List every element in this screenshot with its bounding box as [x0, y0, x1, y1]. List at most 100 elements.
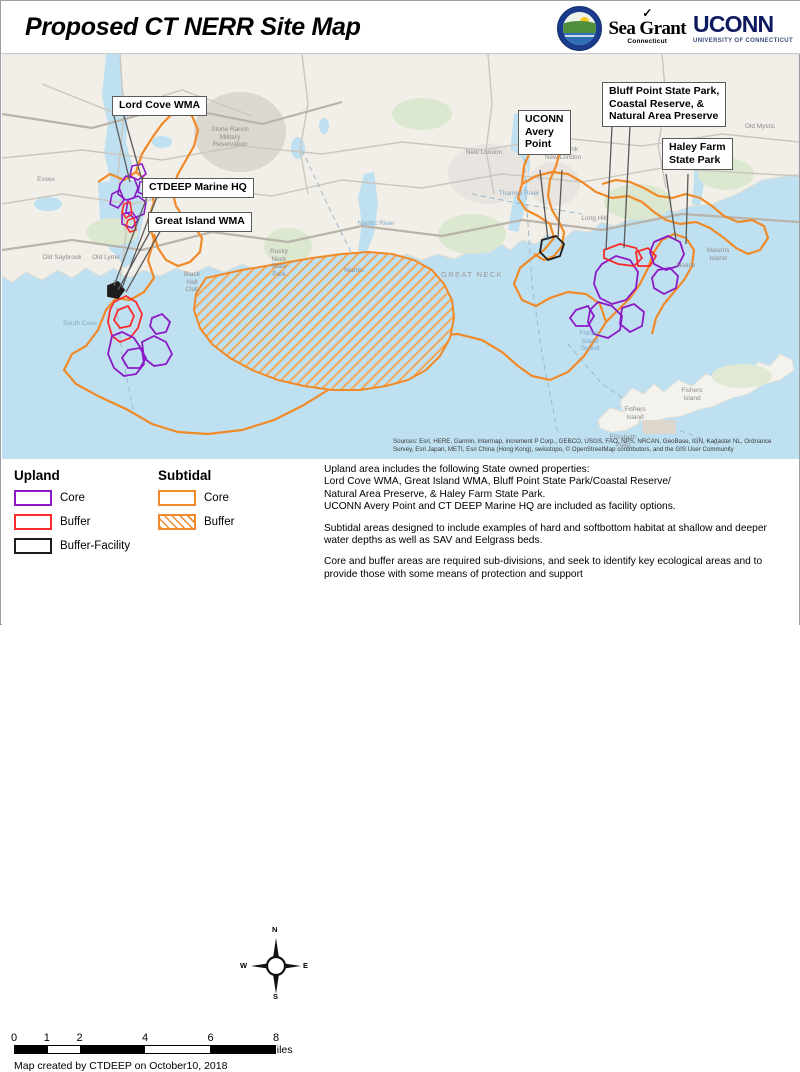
scale-bar-ticks: 0 1 2 4 6 8	[10, 1032, 280, 1045]
callout-ctdeep-marine-hq[interactable]: CTDEEP Marine HQ	[142, 178, 254, 198]
bottom-panel: Upland Subtidal Core Buffer Buffer-Facil…	[2, 460, 799, 1072]
map-label: South Cove	[63, 320, 97, 327]
upland-great-island	[107, 280, 174, 377]
scale-bar-units: Miles	[268, 1044, 293, 1056]
legend-item-subtidal-core: Core	[158, 490, 229, 506]
sea-grant-subtitle: Connecticut	[627, 38, 668, 46]
map-credit: Map created by CTDEEP on October10, 2018	[14, 1060, 228, 1072]
compass-label-east: E	[303, 961, 309, 970]
compass-label-south: S	[273, 992, 279, 1001]
green-patch-d	[604, 184, 672, 220]
map-attribution: Sources: Esri, HERE, Garmin, Intermap, i…	[393, 437, 772, 453]
description-paragraph: Core and buffer areas are required sub-d…	[324, 556, 763, 580]
map-label: Niantic River	[357, 220, 395, 227]
scale-tick-label: 6	[207, 1032, 214, 1044]
map-label: New London	[465, 149, 503, 156]
sea-grant-logo: ✓ Sea Grant Connecticut	[608, 6, 687, 47]
subtidal-buffer-label: Buffer	[204, 516, 235, 528]
upland-core-swatch	[14, 490, 52, 506]
urban-elizabeth-field	[642, 420, 676, 434]
legend-item-upland-buffer: Buffer	[14, 514, 90, 530]
map-label: Fishers Island	[624, 406, 646, 421]
upland-buffer-swatch	[14, 514, 52, 530]
map-label: Noank	[676, 262, 696, 269]
water-pond-c	[291, 137, 305, 159]
callout-lord-cove-wma[interactable]: Lord Cove WMA	[112, 96, 208, 116]
upland-buffer-facility-swatch	[14, 538, 52, 554]
green-fishers	[712, 364, 772, 388]
subtidal-core-boundary	[62, 170, 770, 436]
green-patch-b	[392, 98, 452, 130]
description-paragraph: Subtidal areas designed to include examp…	[324, 522, 767, 547]
map-label: Fishers Island Sound	[579, 330, 601, 352]
map-label: Old Lyme	[92, 254, 120, 261]
green-stone-ranch	[194, 92, 286, 172]
map-canvas[interactable]: Essex Old Saybrook South Cove Old Lyme Stone…	[2, 54, 799, 459]
water-niantic-river	[358, 172, 378, 254]
upland-core-label: Core	[60, 492, 85, 504]
compass-icon	[251, 938, 301, 994]
map-label: Old Mystic	[744, 123, 776, 130]
urban-new-london	[448, 144, 528, 204]
upland-buffer-facility-label: Buffer-Facility	[60, 540, 131, 552]
map-label: Masons Island	[706, 247, 730, 262]
compass-rose: N E S W	[239, 925, 313, 1002]
map-label: Old Saybrook	[42, 254, 82, 261]
map-label: Thames River	[498, 190, 540, 197]
subtidal-buffer-swatch	[158, 514, 196, 530]
ct-deep-seal-icon	[556, 5, 602, 51]
subtidal-core-label: Core	[204, 492, 229, 504]
legend-heading-subtidal: Subtidal	[158, 468, 212, 483]
water-south-cove	[50, 302, 110, 330]
scale-tick-label: 8	[272, 1032, 280, 1044]
subtidal-core-mystic	[605, 232, 696, 335]
subtidal-core-swatch	[158, 490, 196, 506]
map-label: Fishers Island	[681, 387, 703, 402]
compass-label-north: N	[272, 925, 278, 934]
scale-bar: 0 1 2 4 6 8	[10, 1032, 280, 1054]
water-pond-b	[152, 136, 172, 148]
scale-tick-label: 4	[141, 1032, 149, 1044]
uconn-wordmark: UCONN	[693, 10, 774, 37]
legend-item-upland-core: Core	[14, 490, 85, 506]
water-pond-a	[34, 197, 62, 211]
callout-haley-farm[interactable]: Haley Farm State Park	[662, 138, 733, 170]
uconn-logo: UCONN UNIVERSITY OF CONNECTICUT	[693, 10, 793, 44]
uconn-subtitle: UNIVERSITY OF CONNECTICUT	[693, 37, 793, 44]
callout-great-island-wma[interactable]: Great Island WMA	[148, 212, 252, 232]
map-legend: Upland Subtidal Core Buffer Buffer-Facil…	[2, 460, 316, 625]
map-label: Rocky Neck State Park	[269, 248, 289, 278]
subtidal-buffer-area	[192, 250, 456, 391]
legend-item-subtidal-buffer: Buffer	[158, 514, 234, 530]
scale-tick-label: 1	[43, 1032, 50, 1044]
green-patch-a	[264, 228, 312, 264]
upland-buffer-label: Buffer	[60, 516, 91, 528]
map-label: Long Hill	[581, 215, 607, 222]
map-label: Essex	[37, 176, 55, 183]
legend-heading-upland: Upland	[14, 468, 60, 483]
legend-item-upland-buffer-facility: Buffer-Facility	[14, 538, 130, 554]
callout-uconn-avery-point[interactable]: UCONN Avery Point	[518, 110, 571, 155]
description-panel: Upland area includes the following State…	[324, 464, 794, 581]
description-paragraph: Upland area includes the following State…	[324, 464, 676, 513]
map-label: GREAT NECK	[440, 270, 504, 279]
callout-bluff-point[interactable]: Bluff Point State Park, Coastal Reserve,…	[602, 82, 727, 127]
water-pond-d	[319, 118, 329, 134]
compass-label-west: W	[240, 961, 248, 970]
map-label: Black Hall Club	[184, 271, 200, 293]
map-label: Stone Ranch Military Reservation	[211, 126, 249, 148]
upland-avery-point-facility	[539, 234, 566, 262]
page-title: Proposed CT NERR Site Map	[25, 13, 361, 41]
land-fishers-west	[597, 405, 643, 433]
sea-grant-wordmark: Sea Grant	[608, 18, 687, 40]
map-label: Niantic	[344, 267, 364, 274]
scale-tick-label: 0	[10, 1032, 18, 1044]
map-label: Elizabeth Field	[609, 434, 637, 449]
scale-bar-graphic	[14, 1045, 276, 1054]
seagull-icon: ✓	[642, 6, 653, 21]
scale-tick-label: 2	[76, 1032, 83, 1044]
green-patch-c	[438, 214, 506, 254]
header-bar: Proposed CT NERR Site Map ✓ Sea Grant Co…	[1, 1, 800, 54]
logo-group: ✓ Sea Grant Connecticut UCONN UNIVERSITY…	[556, 5, 793, 51]
